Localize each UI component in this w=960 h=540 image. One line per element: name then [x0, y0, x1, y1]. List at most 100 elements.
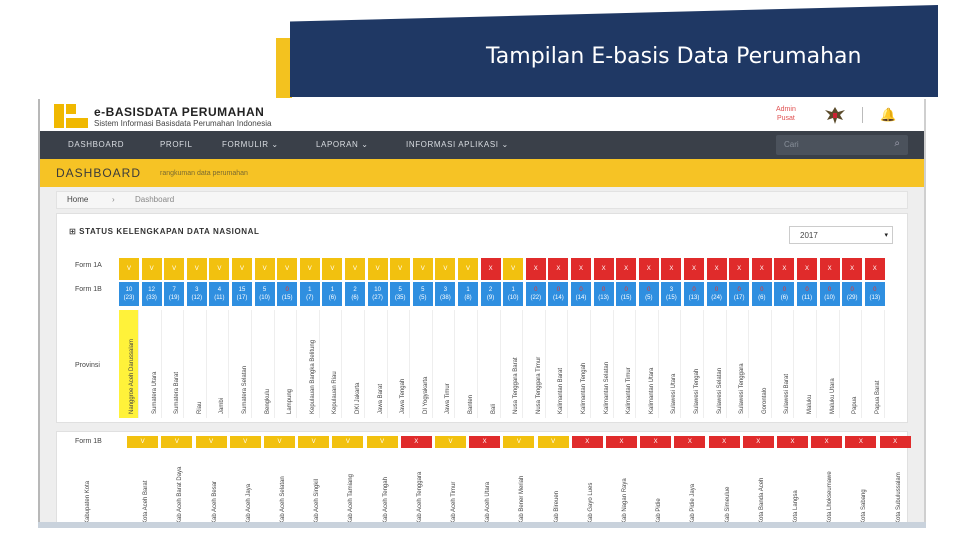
form1a-status-cell[interactable]: V — [458, 258, 478, 280]
form1b-count-cell[interactable]: 12 (33) — [141, 282, 162, 306]
form1b-count-cell[interactable]: 0 (6) — [751, 282, 772, 306]
form1a-status-cell[interactable]: X — [729, 258, 750, 280]
form1b-count-cell[interactable]: 1 (10) — [503, 282, 524, 306]
form1a-status-cell[interactable]: X — [616, 258, 637, 280]
province-label[interactable]: DI Yogyakarta — [413, 310, 433, 418]
province-label[interactable]: Banten — [458, 310, 478, 418]
kabkota-status-cell[interactable]: V — [435, 436, 466, 448]
form1a-status-cell[interactable]: V — [367, 258, 388, 280]
province-label[interactable]: Papua — [842, 310, 863, 418]
form1b-count-cell[interactable]: 0 (24) — [706, 282, 727, 306]
form1b-count-cell[interactable]: 3 (15) — [661, 282, 682, 306]
kabkota-label[interactable]: Kab Bireuen — [544, 452, 564, 528]
kabkota-label[interactable]: Kota Sabang — [851, 452, 871, 528]
form1b-count-cell[interactable]: 10 (27) — [367, 282, 388, 306]
province-label[interactable]: Sumatera Utara — [142, 310, 162, 418]
kabkota-status-cell[interactable]: V — [298, 436, 330, 448]
kabkota-status-cell[interactable]: X — [777, 436, 808, 448]
form1a-status-cell[interactable]: V — [186, 258, 207, 280]
form1b-count-cell[interactable]: 0 (6) — [774, 282, 795, 306]
province-label[interactable]: Jawa Tengah — [390, 310, 411, 418]
kabkota-label[interactable]: Kab Gayo Lues — [578, 452, 598, 528]
form1b-count-cell[interactable]: 0 (15) — [616, 282, 637, 306]
form1a-status-cell[interactable]: X — [638, 258, 659, 280]
province-label[interactable]: Riau — [187, 310, 207, 418]
form1a-status-cell[interactable]: X — [480, 258, 501, 280]
kabkota-status-cell[interactable]: V — [264, 436, 295, 448]
kabkota-label[interactable]: Kab Aceh Besar — [202, 452, 222, 528]
kabkota-status-cell[interactable]: X — [742, 436, 774, 448]
province-label[interactable]: Sulawesi Tenggara — [729, 310, 750, 418]
form1b-count-cell[interactable]: 0 (15) — [277, 282, 298, 306]
kabkota-label[interactable]: Kab Aceh Singkil — [304, 452, 324, 528]
form1b-count-cell[interactable]: 0 (14) — [548, 282, 569, 306]
form1a-status-cell[interactable]: X — [593, 258, 614, 280]
province-label[interactable]: Maluku Utara — [820, 310, 840, 418]
form1a-status-cell[interactable]: X — [571, 258, 591, 280]
nav-profil[interactable]: PROFIL — [160, 140, 193, 149]
form1b-count-cell[interactable]: 5 (5) — [412, 282, 433, 306]
kabkota-status-cell[interactable]: X — [879, 436, 911, 448]
kabkota-status-cell[interactable]: V — [127, 436, 159, 448]
form1a-status-cell[interactable]: V — [232, 258, 252, 280]
form1a-status-cell[interactable]: V — [322, 258, 343, 280]
province-label[interactable]: Papua Barat — [865, 310, 885, 418]
kabkota-label[interactable]: Kab Simeulue — [715, 452, 735, 528]
form1b-count-cell[interactable]: 0 (13) — [864, 282, 885, 306]
form1b-count-cell[interactable]: 1 (6) — [322, 282, 343, 306]
kabkota-status-cell[interactable]: V — [537, 436, 569, 448]
kabkota-status-cell[interactable]: V — [229, 436, 261, 448]
form1a-status-cell[interactable]: V — [209, 258, 230, 280]
kabkota-label[interactable]: Kab Aceh Utara — [475, 452, 495, 528]
form1a-status-cell[interactable]: X — [684, 258, 704, 280]
province-label[interactable]: Jambi — [209, 310, 230, 418]
kabkota-label[interactable]: Kabupaten Kota — [75, 452, 95, 528]
kabkota-status-cell[interactable]: X — [400, 436, 432, 448]
form1a-status-cell[interactable]: X — [819, 258, 840, 280]
kabkota-label[interactable]: Kab Aceh Tengah — [373, 452, 393, 528]
form1b-count-cell[interactable]: 10 (23) — [119, 282, 139, 306]
form1b-count-cell[interactable]: 0 (10) — [819, 282, 840, 306]
province-label[interactable]: Sulawesi Tengah — [684, 310, 704, 418]
kabkota-label[interactable]: Kab Aceh Tenggara — [407, 452, 427, 528]
kabkota-label[interactable]: Kab Bener Meriah — [509, 452, 529, 528]
form1b-count-cell[interactable]: 5 (10) — [254, 282, 275, 306]
form1b-count-cell[interactable]: 2 (6) — [345, 282, 365, 306]
kabkota-label[interactable]: Kab Pidie Jaya — [680, 452, 700, 528]
form1b-count-cell[interactable]: 3 (38) — [435, 282, 456, 306]
kabkota-label[interactable]: Kab Nagan Raya — [612, 452, 632, 528]
province-label[interactable]: Kepulauan Riau — [322, 310, 343, 418]
form1a-status-cell[interactable]: X — [706, 258, 727, 280]
search-icon[interactable]: ⌕ — [894, 138, 900, 149]
form1a-status-cell[interactable]: V — [390, 258, 411, 280]
province-label[interactable]: Kalimantan Tengah — [571, 310, 591, 418]
province-label[interactable]: Sulawesi Barat — [774, 310, 795, 418]
province-label[interactable]: Kalimantan Barat — [548, 310, 569, 418]
kabkota-status-cell[interactable]: X — [674, 436, 706, 448]
kabkota-status-cell[interactable]: X — [640, 436, 672, 448]
kabkota-label[interactable]: Kota Langsa — [783, 452, 803, 528]
form1a-status-cell[interactable]: X — [525, 258, 546, 280]
form1b-count-cell[interactable]: 0 (11) — [797, 282, 817, 306]
form1b-count-cell[interactable]: 3 (12) — [186, 282, 207, 306]
form1b-count-cell[interactable]: 4 (11) — [209, 282, 230, 306]
kabkota-label[interactable]: Kota Banda Aceh — [749, 452, 769, 528]
province-label[interactable]: Sulawesi Utara — [661, 310, 682, 418]
form1b-count-cell[interactable]: 0 (29) — [842, 282, 863, 306]
form1b-count-cell[interactable]: 7 (19) — [164, 282, 185, 306]
user-menu[interactable]: Admin Pusat — [776, 105, 796, 123]
province-label[interactable]: Nusa Tenggara Barat — [503, 310, 524, 418]
form1b-count-cell[interactable]: 2 (9) — [480, 282, 501, 306]
kabkota-label[interactable]: Kab Aceh Jaya — [236, 452, 256, 528]
province-label[interactable]: Nusa Tenggara Timur — [526, 310, 546, 418]
form1a-status-cell[interactable]: X — [751, 258, 772, 280]
nav-formulir[interactable]: FORMULIR ⌄ — [222, 140, 279, 149]
breadcrumb-home[interactable]: Home — [67, 195, 89, 204]
kabkota-status-cell[interactable]: V — [366, 436, 398, 448]
province-label[interactable]: Nanggroe Aceh Darussalam — [119, 310, 139, 418]
province-label[interactable]: Maluku — [797, 310, 817, 418]
form1b-count-cell[interactable]: 0 (13) — [593, 282, 614, 306]
kabkota-status-cell[interactable]: X — [606, 436, 637, 448]
kabkota-label[interactable]: Kab Aceh Barat Daya — [167, 452, 187, 528]
province-label[interactable]: Sulawesi Selatan — [707, 310, 727, 418]
